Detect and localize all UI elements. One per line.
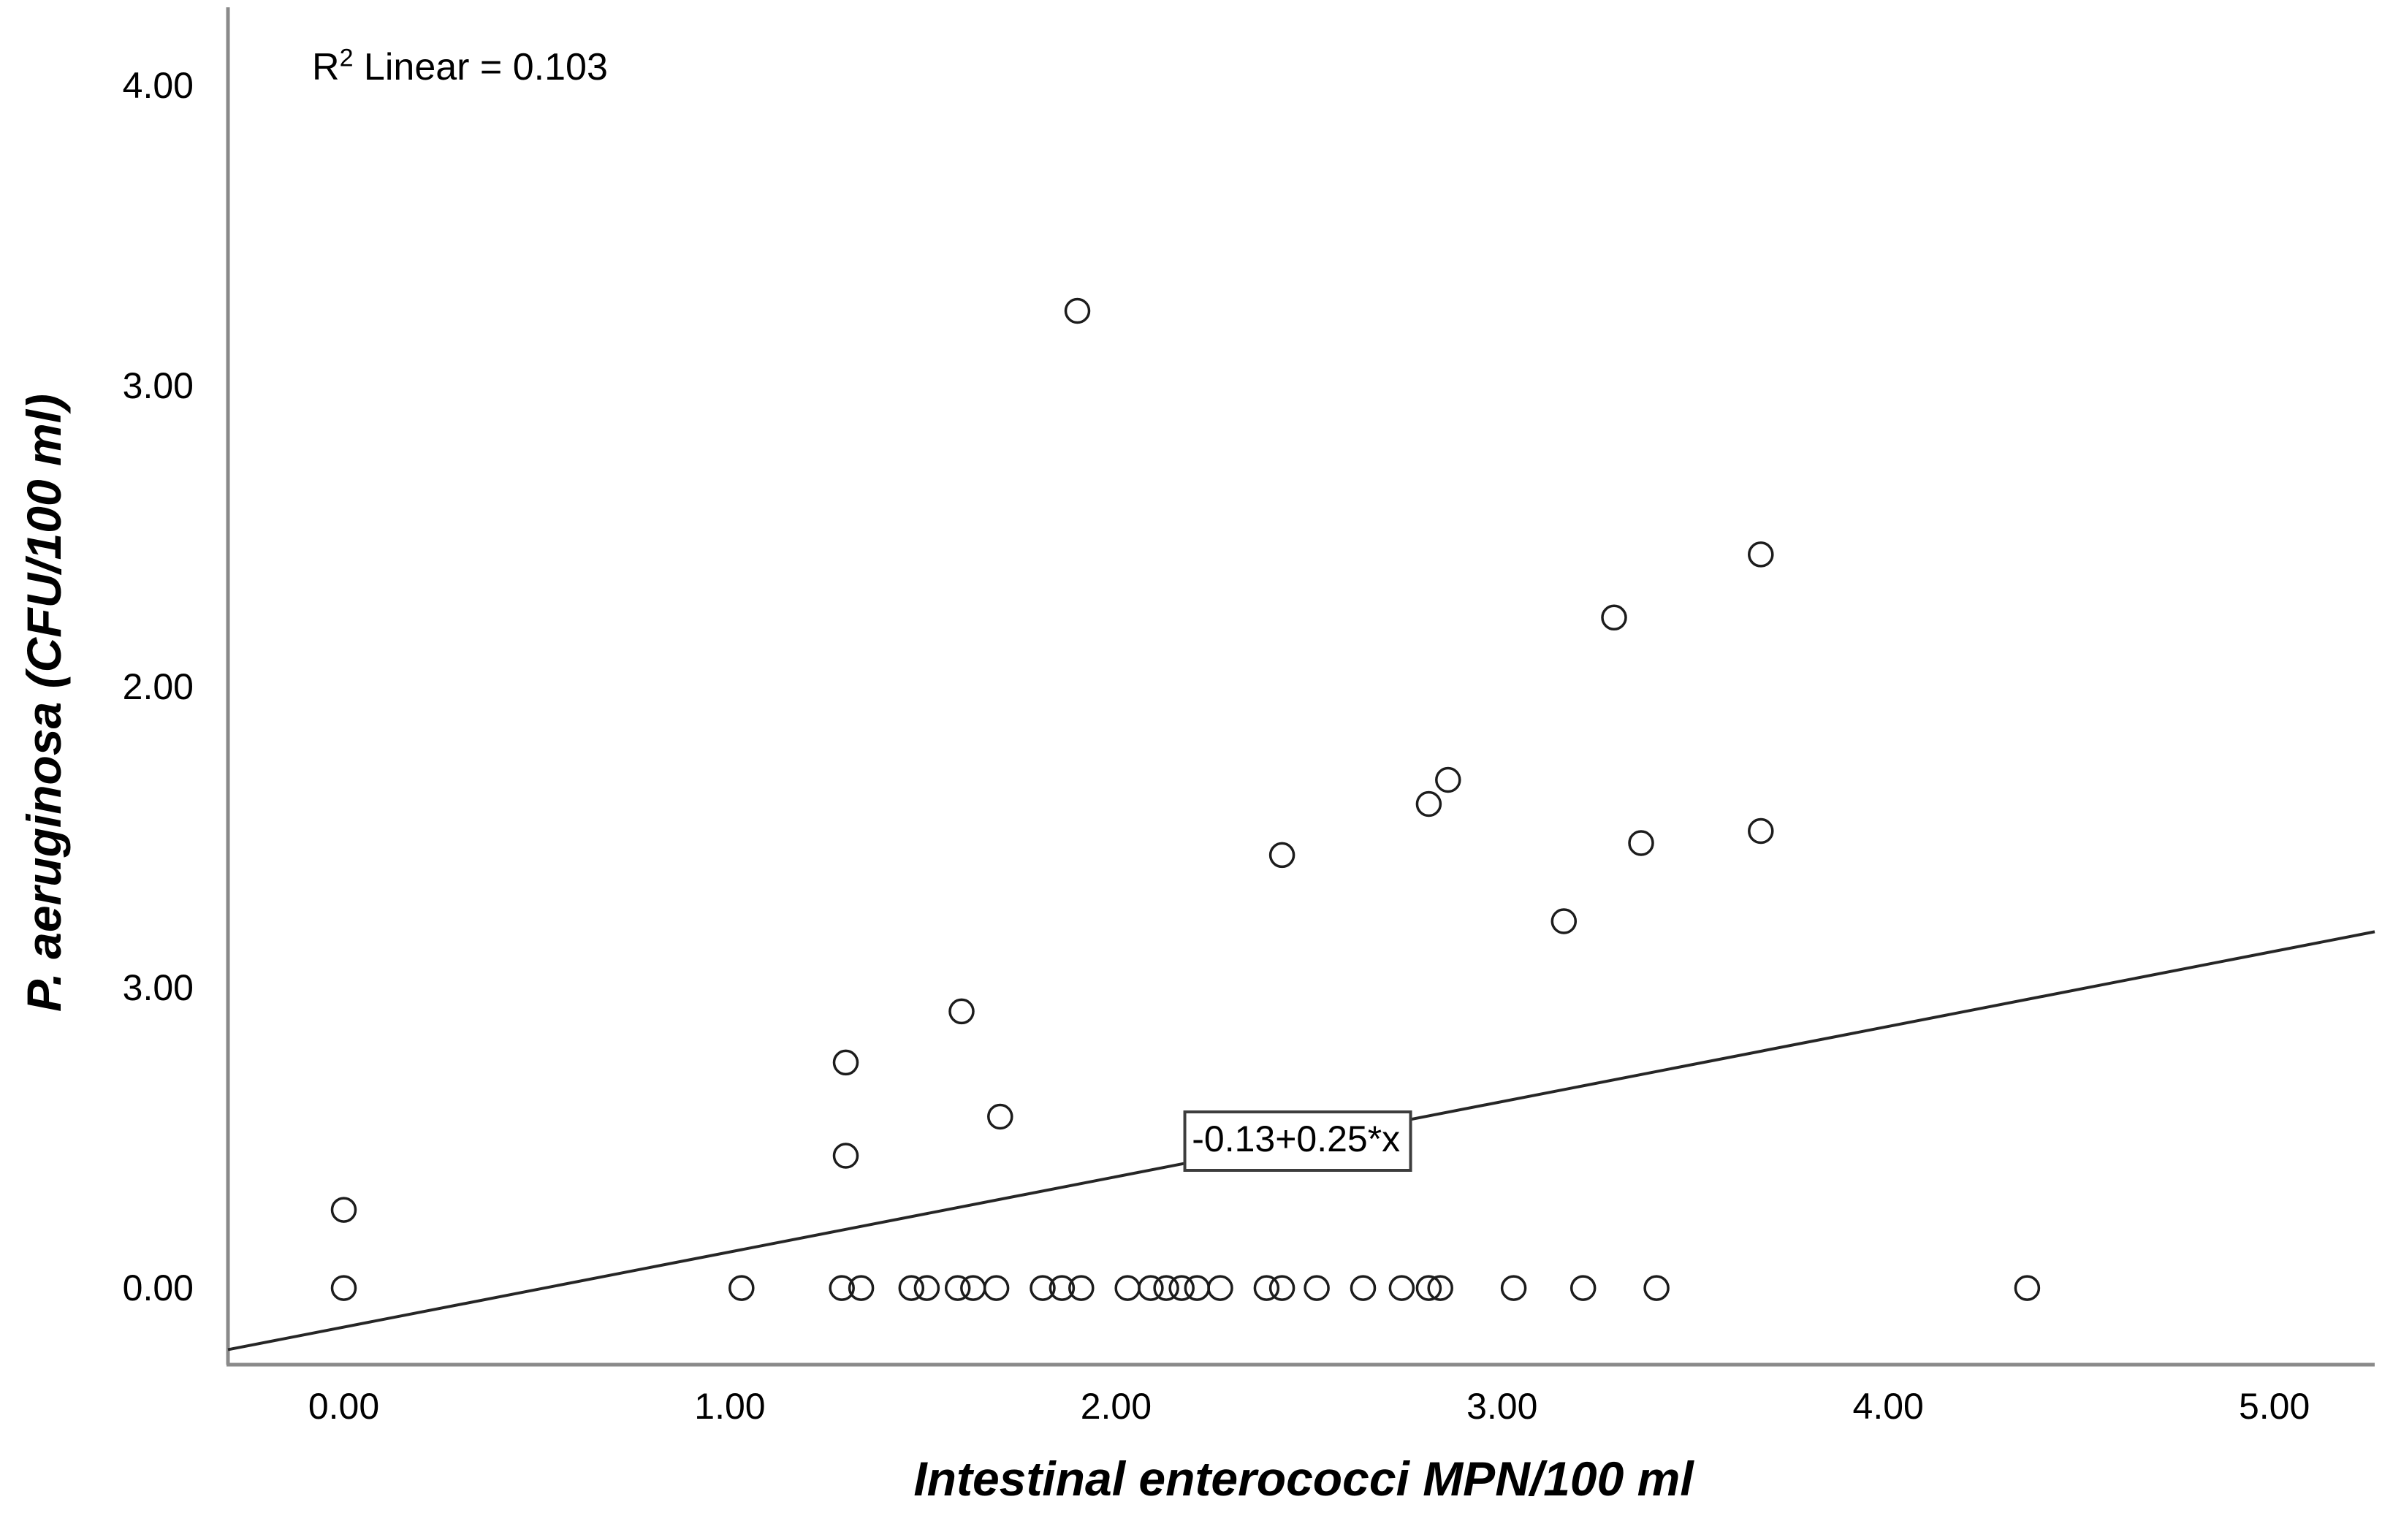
data-point-marker [1207,1275,1233,1301]
data-point-marker [1268,1275,1295,1301]
data-point-marker [1628,830,1654,856]
data-point-marker [1550,908,1578,934]
x-tick-label: 3.00 [1466,1386,1538,1427]
data-point-marker [1415,790,1442,817]
data-point-marker [330,1275,357,1301]
data-point-marker [1049,1275,1076,1301]
x-axis-title: Intestinal enterococci MPN/100 ml [913,1452,1694,1506]
data-point-marker [1253,1275,1280,1301]
x-tick-label: 5.00 [2238,1386,2310,1427]
data-point-marker [1415,1275,1442,1301]
data-points-group [330,297,2041,1301]
axes-group [226,7,2375,1367]
y-tick-label: 4.00 [122,64,194,106]
data-point-marker [1500,1275,1527,1301]
data-point-marker [960,1275,986,1301]
x-tick-label: 1.00 [694,1386,766,1427]
data-point-marker [1153,1275,1179,1301]
data-point-marker [1569,1275,1597,1301]
data-point-marker [944,1275,971,1301]
data-point-marker [1138,1275,1164,1301]
data-point-marker [898,1275,925,1301]
data-point-marker [848,1275,875,1301]
data-point-marker [1064,297,1091,324]
data-point-marker [1114,1275,1141,1301]
data-point-marker [1304,1275,1330,1301]
r-squared-text: Linear = 0.103 [353,46,608,88]
data-point-marker [1068,1275,1095,1301]
r-squared-superscript: 2 [339,44,354,72]
y-tick-label: 3.00 [122,967,194,1008]
data-point-marker [913,1275,940,1301]
data-point-marker [829,1275,855,1301]
y-tick-label: 3.00 [122,365,194,407]
y-tick-label: 2.00 [122,666,194,707]
r-squared-annotation: R2 Linear = 0.103 [312,44,608,88]
y-tick-label: 0.00 [122,1268,194,1309]
data-point-marker [1268,842,1295,869]
data-point-marker [832,1049,859,1076]
data-point-marker [948,998,975,1025]
data-point-marker [1388,1275,1415,1301]
data-point-marker [987,1103,1013,1130]
x-tick-label: 2.00 [1080,1386,1152,1427]
data-point-marker [2014,1275,2041,1301]
data-point-marker [1184,1275,1211,1301]
data-point-marker [1643,1275,1670,1301]
x-tick-label: 4.00 [1852,1386,1924,1427]
data-point-marker [1350,1275,1377,1301]
data-point-marker [1427,1275,1453,1301]
x-tick-label: 0.00 [308,1386,380,1427]
data-point-marker [1435,766,1461,793]
data-point-marker [1748,541,1774,568]
data-point-marker [1030,1275,1056,1301]
data-point-marker [983,1275,1010,1301]
data-point-marker [832,1143,859,1169]
data-point-marker [330,1197,357,1223]
regression-equation-label: -0.13+0.25*x [1183,1110,1412,1173]
r-squared-prefix: R [312,46,340,88]
data-point-marker [1748,817,1774,845]
data-point-marker [1168,1275,1195,1301]
data-point-marker [1601,604,1627,631]
data-point-marker [728,1275,755,1301]
